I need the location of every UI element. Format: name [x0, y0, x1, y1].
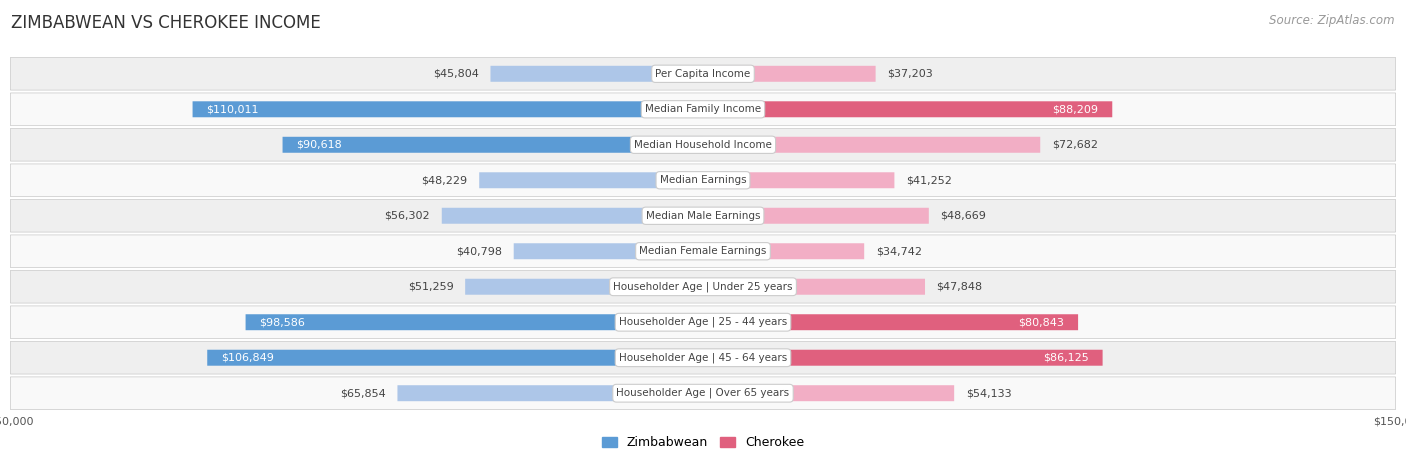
- FancyBboxPatch shape: [441, 208, 703, 224]
- Legend: Zimbabwean, Cherokee: Zimbabwean, Cherokee: [596, 432, 810, 454]
- Text: Median Earnings: Median Earnings: [659, 175, 747, 185]
- FancyBboxPatch shape: [479, 172, 703, 188]
- FancyBboxPatch shape: [10, 57, 1396, 90]
- Text: Per Capita Income: Per Capita Income: [655, 69, 751, 79]
- Text: Householder Age | 45 - 64 years: Householder Age | 45 - 64 years: [619, 353, 787, 363]
- FancyBboxPatch shape: [283, 137, 703, 153]
- FancyBboxPatch shape: [10, 128, 1396, 161]
- FancyBboxPatch shape: [10, 306, 1396, 339]
- Text: $98,586: $98,586: [260, 317, 305, 327]
- Text: Median Household Income: Median Household Income: [634, 140, 772, 150]
- Text: $51,259: $51,259: [408, 282, 454, 292]
- FancyBboxPatch shape: [207, 350, 703, 366]
- FancyBboxPatch shape: [703, 172, 894, 188]
- Text: $88,209: $88,209: [1052, 104, 1098, 114]
- FancyBboxPatch shape: [398, 385, 703, 401]
- Text: Householder Age | Under 25 years: Householder Age | Under 25 years: [613, 282, 793, 292]
- Text: $80,843: $80,843: [1018, 317, 1064, 327]
- FancyBboxPatch shape: [703, 279, 925, 295]
- Text: Householder Age | 25 - 44 years: Householder Age | 25 - 44 years: [619, 317, 787, 327]
- Text: $48,669: $48,669: [941, 211, 986, 221]
- Text: Median Male Earnings: Median Male Earnings: [645, 211, 761, 221]
- Text: $106,849: $106,849: [221, 353, 274, 363]
- FancyBboxPatch shape: [703, 66, 876, 82]
- FancyBboxPatch shape: [465, 279, 703, 295]
- FancyBboxPatch shape: [703, 243, 865, 259]
- FancyBboxPatch shape: [10, 164, 1396, 197]
- FancyBboxPatch shape: [246, 314, 703, 330]
- Text: Householder Age | Over 65 years: Householder Age | Over 65 years: [616, 388, 790, 398]
- FancyBboxPatch shape: [703, 350, 1102, 366]
- Text: $90,618: $90,618: [297, 140, 342, 150]
- Text: $37,203: $37,203: [887, 69, 934, 79]
- Text: $65,854: $65,854: [340, 388, 385, 398]
- Text: $110,011: $110,011: [207, 104, 259, 114]
- Text: $72,682: $72,682: [1052, 140, 1098, 150]
- Text: Median Family Income: Median Family Income: [645, 104, 761, 114]
- Text: $54,133: $54,133: [966, 388, 1011, 398]
- Text: Source: ZipAtlas.com: Source: ZipAtlas.com: [1270, 14, 1395, 27]
- Text: ZIMBABWEAN VS CHEROKEE INCOME: ZIMBABWEAN VS CHEROKEE INCOME: [11, 14, 321, 32]
- FancyBboxPatch shape: [10, 341, 1396, 374]
- Text: $86,125: $86,125: [1043, 353, 1088, 363]
- FancyBboxPatch shape: [10, 235, 1396, 268]
- FancyBboxPatch shape: [703, 208, 929, 224]
- FancyBboxPatch shape: [703, 385, 955, 401]
- FancyBboxPatch shape: [10, 377, 1396, 410]
- FancyBboxPatch shape: [703, 101, 1112, 117]
- FancyBboxPatch shape: [10, 199, 1396, 232]
- Text: $45,804: $45,804: [433, 69, 479, 79]
- FancyBboxPatch shape: [703, 137, 1040, 153]
- FancyBboxPatch shape: [703, 314, 1078, 330]
- Text: $40,798: $40,798: [456, 246, 502, 256]
- Text: $34,742: $34,742: [876, 246, 922, 256]
- Text: $47,848: $47,848: [936, 282, 983, 292]
- Text: $48,229: $48,229: [422, 175, 468, 185]
- Text: Median Female Earnings: Median Female Earnings: [640, 246, 766, 256]
- FancyBboxPatch shape: [513, 243, 703, 259]
- Text: $41,252: $41,252: [905, 175, 952, 185]
- Text: $56,302: $56,302: [385, 211, 430, 221]
- FancyBboxPatch shape: [10, 270, 1396, 303]
- FancyBboxPatch shape: [193, 101, 703, 117]
- FancyBboxPatch shape: [10, 93, 1396, 126]
- FancyBboxPatch shape: [491, 66, 703, 82]
